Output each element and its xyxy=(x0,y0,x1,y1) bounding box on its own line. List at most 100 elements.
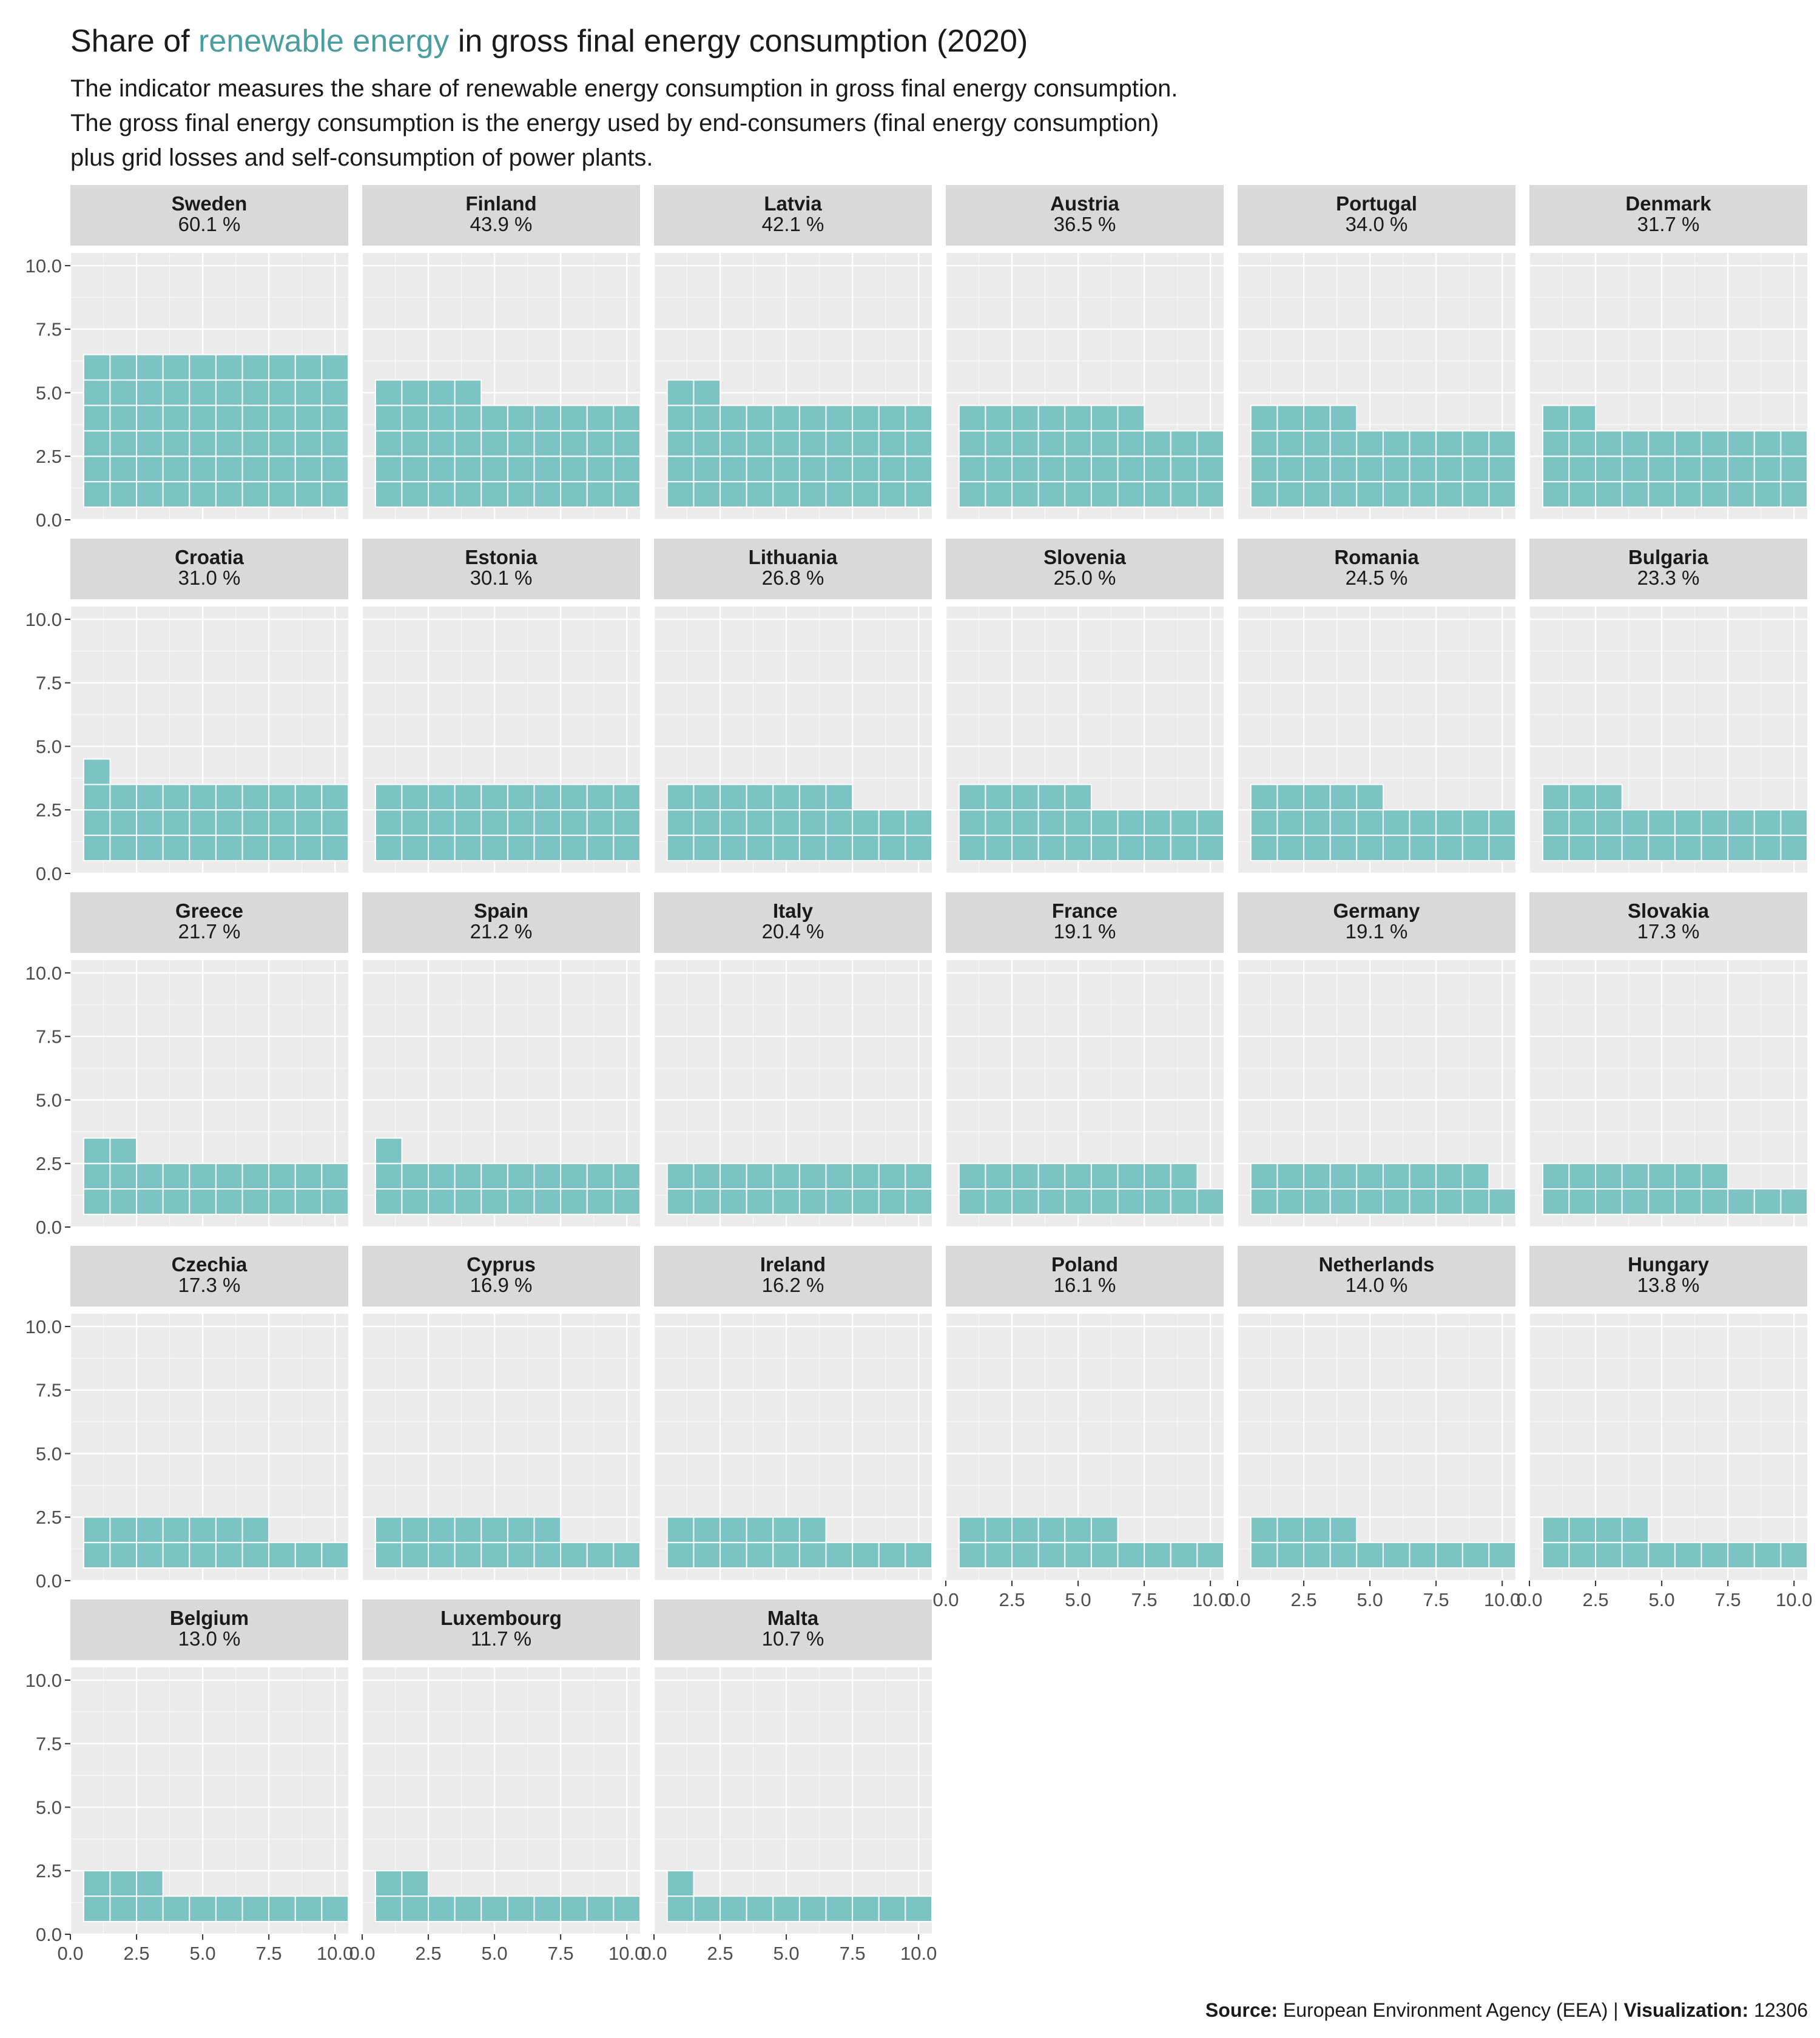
y-axis-tick-label: 5.0 xyxy=(36,382,62,403)
waffle-tile xyxy=(1011,1163,1039,1190)
waffle-tile xyxy=(1382,835,1410,862)
y-axis-tick-label: 0.0 xyxy=(36,1924,62,1945)
waffle-tile xyxy=(1727,809,1755,836)
waffle-tile xyxy=(1382,430,1410,457)
facet-country-name: Sweden xyxy=(172,192,248,215)
waffle-tile xyxy=(109,1895,138,1923)
facet-value-label: 23.3 % xyxy=(1637,567,1700,589)
waffle-tile xyxy=(321,456,349,483)
waffle-tile xyxy=(905,481,933,508)
waffle-tile xyxy=(1196,456,1225,483)
waffle-tile xyxy=(560,809,588,836)
waffle-tile xyxy=(109,379,138,406)
waffle-tile xyxy=(215,809,243,836)
waffle-tile xyxy=(746,835,774,862)
waffle-tile xyxy=(1409,809,1437,836)
waffle-tile xyxy=(1090,1542,1119,1569)
waffle-tile xyxy=(136,784,164,811)
waffle-tile xyxy=(1037,1516,1066,1544)
waffle-tile xyxy=(189,1188,217,1216)
waffle-tile xyxy=(1621,1516,1650,1544)
waffle-tile xyxy=(480,1163,508,1190)
waffle-tile xyxy=(215,430,243,457)
waffle-tile xyxy=(1568,784,1597,811)
waffle-tile xyxy=(720,430,747,457)
x-axis-tick-label: 10.0 xyxy=(1484,1589,1520,1610)
waffle-tile xyxy=(1700,835,1729,862)
waffle-tile xyxy=(693,1163,721,1190)
waffle-tile xyxy=(1621,481,1650,508)
waffle-tile xyxy=(428,1163,456,1190)
waffle-tile xyxy=(241,784,270,811)
waffle-tile xyxy=(1382,1542,1410,1569)
waffle-tile xyxy=(613,835,641,862)
waffle-tile xyxy=(1621,456,1650,483)
x-axis-tick-label: 10.0 xyxy=(900,1943,937,1964)
waffle-tile xyxy=(401,430,430,457)
facet-country-name: Slovakia xyxy=(1628,900,1710,922)
waffle-tile xyxy=(958,784,986,811)
facet-strip xyxy=(654,539,932,599)
waffle-tile xyxy=(189,1542,217,1569)
y-axis-tick-label: 10.0 xyxy=(25,1670,62,1691)
facet-strip xyxy=(654,1246,932,1307)
waffle-tile xyxy=(268,354,296,381)
facet-strip xyxy=(1238,1246,1515,1307)
waffle-tile xyxy=(480,835,508,862)
y-axis-tick-label: 2.5 xyxy=(36,446,62,467)
waffle-tile xyxy=(215,481,243,508)
waffle-tile xyxy=(1276,784,1305,811)
waffle-tile xyxy=(958,1188,986,1216)
waffle-tile xyxy=(1117,1542,1145,1569)
y-axis-tick-label: 0.0 xyxy=(36,1217,62,1238)
waffle-tile xyxy=(1329,1516,1358,1544)
x-axis-tick-label: 5.0 xyxy=(1065,1589,1091,1610)
waffle-tile xyxy=(507,784,535,811)
waffle-tile xyxy=(1356,784,1384,811)
waffle-tile xyxy=(136,379,164,406)
waffle-tile xyxy=(1064,809,1092,836)
waffle-tile xyxy=(852,1188,880,1216)
facet-country-name: Hungary xyxy=(1628,1253,1710,1276)
waffle-tile xyxy=(1037,1163,1066,1190)
waffle-tile xyxy=(746,405,774,432)
x-axis-tick-label: 2.5 xyxy=(1582,1589,1608,1610)
waffle-tile xyxy=(1329,405,1358,432)
waffle-tile xyxy=(321,1895,349,1923)
waffle-tile xyxy=(215,1163,243,1190)
waffle-tile xyxy=(1382,1163,1410,1190)
waffle-tile xyxy=(1753,481,1782,508)
waffle-tile xyxy=(189,835,217,862)
waffle-tile xyxy=(480,784,508,811)
waffle-tile xyxy=(1250,809,1278,836)
waffle-tile xyxy=(878,430,906,457)
waffle-tile xyxy=(1435,835,1463,862)
waffle-tile xyxy=(268,1163,296,1190)
waffle-tile xyxy=(720,1163,747,1190)
waffle-tile xyxy=(83,354,111,381)
waffle-tile xyxy=(1727,456,1755,483)
waffle-tile xyxy=(825,1895,854,1923)
waffle-tile xyxy=(294,1163,323,1190)
waffle-tile xyxy=(1648,835,1676,862)
waffle-tile xyxy=(720,809,747,836)
waffle-tile xyxy=(533,405,562,432)
waffle-tile xyxy=(136,1516,164,1544)
waffle-tile xyxy=(1727,430,1755,457)
waffle-tile xyxy=(905,430,933,457)
waffle-tile xyxy=(83,1542,111,1569)
waffle-tile xyxy=(1753,430,1782,457)
waffle-tile xyxy=(533,1188,562,1216)
waffle-tile xyxy=(454,1188,482,1216)
waffle-tile xyxy=(507,481,535,508)
waffle-tile xyxy=(798,456,827,483)
waffle-tile xyxy=(693,1516,721,1544)
waffle-tile xyxy=(215,1542,243,1569)
waffle-tile xyxy=(1037,835,1066,862)
